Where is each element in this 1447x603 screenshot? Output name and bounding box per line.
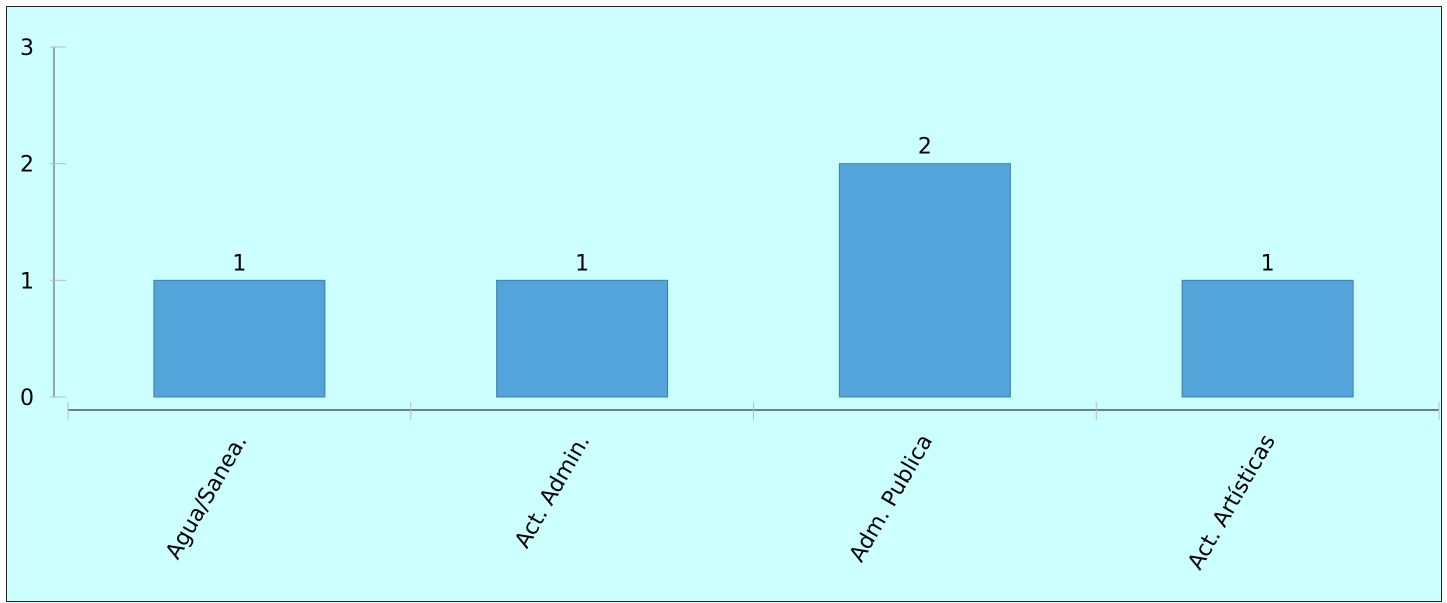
bar	[496, 279, 669, 398]
y-tick-label: 0	[20, 386, 34, 411]
bar	[153, 279, 326, 398]
bars	[153, 163, 1354, 398]
data-label: 1	[1261, 251, 1275, 276]
y-tick-label: 3	[20, 36, 34, 61]
data-label: 2	[918, 135, 932, 160]
bar-chart: 0 1 2 3 1 1 2 1 Agua/Sanea. Act. Admin. Adm. Pub…	[20, 36, 1440, 575]
data-labels: 1 1 2 1	[232, 135, 1274, 277]
y-axis: 0 1 2 3	[20, 36, 66, 411]
category-label: Agua/Sanea.	[161, 431, 252, 564]
chart-frame: 0 1 2 3 1 1 2 1 Agua/Sanea. Act. Admin. Adm. Pub…	[6, 6, 1442, 602]
y-tick-label: 2	[20, 153, 34, 178]
data-label: 1	[232, 251, 246, 276]
category-labels: Agua/Sanea. Act. Admin. Adm. Publica Act. A…	[161, 431, 1281, 575]
bar	[1181, 279, 1354, 398]
category-label: Act. Artísticas	[1183, 431, 1280, 575]
y-tick-label: 1	[20, 269, 34, 294]
x-axis	[67, 402, 1440, 420]
category-label: Adm. Publica	[845, 431, 938, 567]
bar	[838, 163, 1011, 398]
category-label: Act. Admin.	[510, 431, 595, 553]
data-label: 1	[575, 251, 589, 276]
